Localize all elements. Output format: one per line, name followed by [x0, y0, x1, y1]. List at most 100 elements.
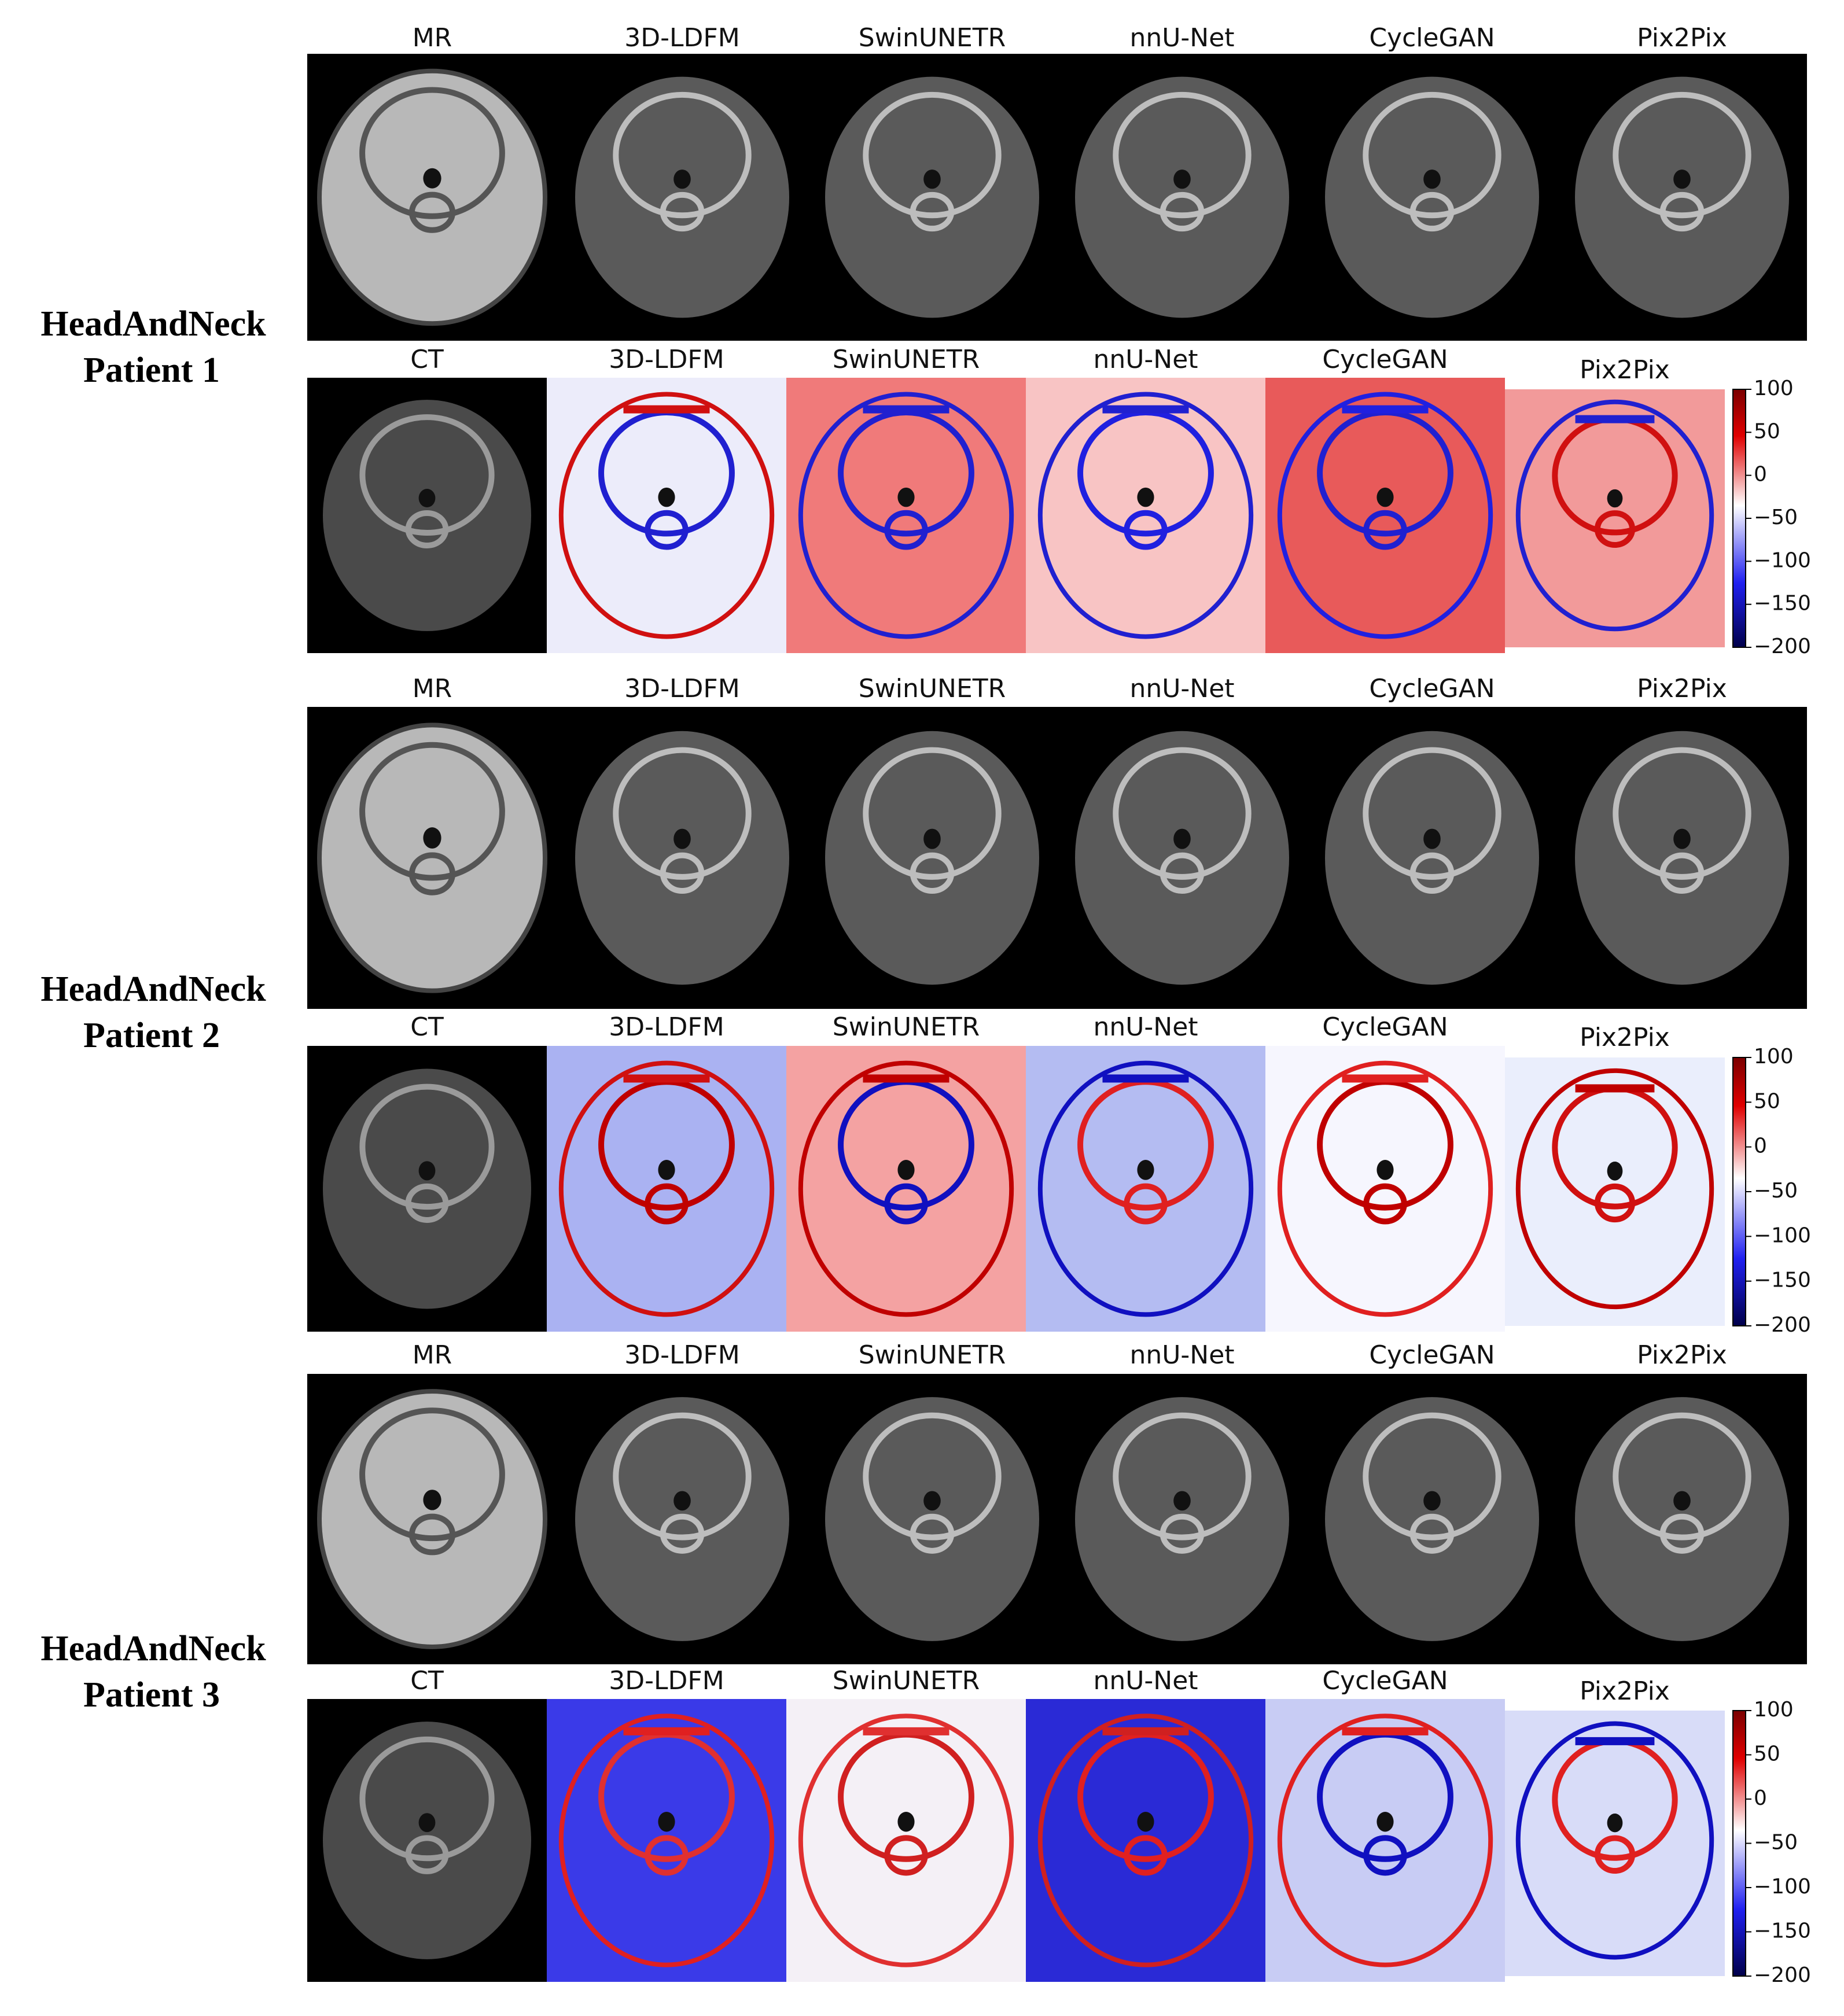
airway: [1376, 1812, 1394, 1832]
colorbar-tick-label: 100: [1754, 377, 1794, 400]
spine: [405, 1835, 449, 1874]
difference-map: [1026, 378, 1265, 653]
patient-subtitle: Patient 1: [83, 351, 220, 390]
spine: [645, 1835, 689, 1876]
spine: [408, 1513, 456, 1556]
mandible: [623, 405, 710, 414]
airway: [423, 827, 441, 849]
airway: [423, 168, 441, 189]
colorbar-tick-label: 50: [1754, 1742, 1780, 1766]
spine: [645, 1183, 689, 1225]
jaw: [359, 1736, 495, 1862]
column-label: CycleGAN: [1369, 23, 1495, 53]
column-label: SwinUNETR: [833, 1666, 980, 1696]
spine: [1659, 1513, 1705, 1554]
airway: [1607, 1162, 1623, 1181]
column-label: nnU-Net: [1129, 674, 1234, 703]
airway: [1173, 169, 1191, 189]
airway: [1376, 1160, 1394, 1180]
colorbar-tick-label: 0: [1754, 463, 1767, 487]
colorbar-tick-label: 0: [1754, 1786, 1767, 1810]
spine: [884, 510, 928, 550]
mandible: [1102, 1074, 1189, 1083]
spine: [910, 852, 955, 894]
colorbar-tick-label: −100: [1754, 548, 1811, 572]
airway: [658, 487, 675, 507]
jaw: [359, 1407, 505, 1542]
column-label: SwinUNETR: [859, 23, 1006, 53]
difference-map: [1505, 389, 1725, 647]
spine: [660, 852, 705, 894]
colorbar-tick-label: −100: [1754, 1875, 1811, 1899]
spine: [405, 1183, 449, 1223]
column-label: SwinUNETR: [859, 1340, 1006, 1370]
spine: [660, 191, 705, 232]
spine: [1160, 852, 1205, 894]
airway: [418, 1161, 436, 1181]
image-strip: [307, 707, 1807, 1009]
airway: [897, 487, 915, 507]
airway: [673, 169, 691, 189]
mandible: [1575, 1737, 1655, 1745]
column-label: 3D-LDFM: [624, 1340, 739, 1370]
spine: [1160, 1513, 1205, 1554]
spine: [1124, 1183, 1168, 1225]
colorbar-tick-label: −100: [1754, 1223, 1811, 1247]
column-label: CycleGAN: [1369, 1340, 1495, 1370]
jaw: [1113, 91, 1252, 219]
column-label: CT: [410, 1666, 444, 1696]
colorbar-tick-label: 100: [1754, 1698, 1794, 1722]
jaw: [1613, 91, 1751, 219]
airway: [658, 1812, 675, 1832]
jaw: [863, 747, 1002, 880]
jaw: [359, 742, 505, 881]
colorbar-tick-label: −50: [1754, 506, 1798, 529]
image-strip: [307, 54, 1807, 341]
spine: [1363, 510, 1407, 550]
jaw: [359, 1083, 495, 1210]
spine: [1594, 1835, 1636, 1874]
column-label: 3D-LDFM: [609, 1012, 724, 1042]
spine: [1363, 1835, 1407, 1876]
colorbar-tick-label: 100: [1754, 1045, 1794, 1068]
patient-title: HeadAndNeck: [41, 304, 266, 344]
column-label: nnU-Net: [1093, 1012, 1198, 1042]
column-label: nnU-Net: [1129, 23, 1234, 53]
mandible: [1342, 405, 1429, 414]
airway: [1423, 1491, 1441, 1511]
patient-subtitle: Patient 3: [83, 1675, 220, 1715]
spine: [1124, 510, 1168, 550]
colorbar-tick-label: −200: [1754, 635, 1811, 658]
spine: [1594, 1183, 1636, 1223]
airway: [1607, 1814, 1623, 1833]
patient-title: HeadAndNeck: [41, 1629, 266, 1668]
jaw: [863, 1412, 1002, 1540]
spine: [884, 1835, 928, 1876]
mandible: [623, 1727, 710, 1735]
jaw: [1363, 1412, 1501, 1540]
mandible: [1102, 1727, 1189, 1735]
patient-title: HeadAndNeck: [41, 970, 266, 1009]
jaw: [613, 1412, 752, 1540]
airway: [1137, 487, 1154, 507]
spine: [1659, 191, 1705, 232]
colorbar-tick-label: −150: [1754, 1919, 1811, 1943]
spine: [910, 191, 955, 232]
airway: [418, 1813, 436, 1833]
patient-subtitle: Patient 2: [83, 1016, 220, 1055]
spine: [1409, 1513, 1455, 1554]
jaw: [359, 414, 495, 536]
colorbar-tick-label: −200: [1754, 1963, 1811, 1987]
airway: [1376, 487, 1394, 507]
spine: [1409, 852, 1455, 894]
difference-map: [547, 1046, 786, 1332]
airway: [1423, 828, 1441, 849]
airway: [1673, 169, 1691, 189]
airway: [658, 1160, 675, 1180]
airway: [897, 1812, 915, 1832]
spine: [1594, 510, 1636, 548]
spine: [408, 852, 456, 895]
column-label: CycleGAN: [1322, 1012, 1448, 1042]
jaw: [613, 91, 752, 219]
airway: [923, 1491, 941, 1511]
